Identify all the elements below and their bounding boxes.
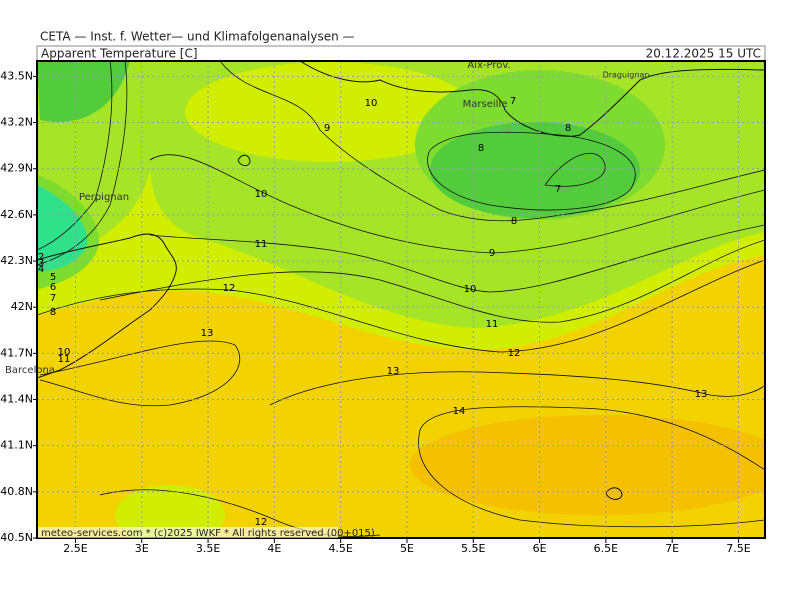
lat-tick-label: 40.8N: [0, 485, 33, 498]
lon-tick-label: 6E: [533, 542, 547, 555]
lon-tick-label: 2.5E: [63, 542, 87, 555]
contour-label: 6: [50, 282, 56, 293]
labels: 2.5E 3E 3.5E 4E 4.5E 5E 5.5E 6E 6.5E 7E 7.5E 43.5N 4…: [0, 60, 750, 555]
contour-label: 10: [464, 284, 477, 295]
lat-tick-label: 42.9N: [0, 162, 33, 175]
contour-label: 10: [255, 189, 268, 200]
contour-label: 11: [255, 239, 268, 250]
map-frame: [36, 60, 766, 539]
contour-label: 14: [453, 406, 466, 417]
lat-tick-label: 40.5N: [0, 531, 33, 544]
lat-tick-label: 42N: [11, 300, 33, 313]
lon-tick-label: 4E: [267, 542, 281, 555]
header: CETA — Inst. f. Wetter— und Klimafolgena…: [40, 30, 355, 44]
contour-label: 7: [50, 293, 56, 304]
lon-tick-label: 5.5E: [461, 542, 485, 555]
contour-label: 12: [508, 348, 521, 359]
lat-tick-label: 41.1N: [0, 439, 33, 452]
contour-label: 12: [223, 283, 236, 294]
lon-tick-label: 3.5E: [196, 542, 220, 555]
panel-title: Apparent Temperature [C]: [41, 47, 198, 61]
contour-label: 5: [50, 272, 56, 283]
field-warm: [410, 415, 765, 515]
lat-tick-label: 42.3N: [0, 254, 33, 267]
field-deep-left: [37, 61, 130, 122]
contour-label: 8: [565, 123, 571, 134]
contour-label: 7: [510, 96, 516, 107]
lat-tick-label: 43.5N: [0, 69, 33, 82]
contour-label: 11: [486, 319, 499, 330]
lon-tick-label: 4.5E: [328, 542, 352, 555]
lon-tick-label: 7.5E: [726, 542, 750, 555]
lat-tick-label: 43.2N: [0, 116, 33, 129]
lon-tick-label: 6.5E: [594, 542, 618, 555]
contour-label: 10: [365, 98, 378, 109]
field-deep: [430, 122, 640, 218]
field-band-top: [185, 62, 475, 162]
lon-tick-label: 3E: [135, 542, 149, 555]
valid-time: 20.12.2025 15 UTC: [646, 47, 761, 61]
lon-tick-label: 5E: [400, 542, 414, 555]
contour-label: 13: [201, 328, 214, 339]
contour-label: 8: [511, 216, 517, 227]
place-label: Perpignan: [79, 192, 129, 203]
contour-label: 4: [38, 264, 44, 275]
lat-tick-label: 41.4N: [0, 393, 33, 406]
footer: meteo-services.com * (c)2025 IWKF * All …: [41, 528, 375, 539]
place-label: Draguignan: [603, 71, 650, 80]
coastline: [37, 61, 765, 500]
contour-label: 13: [387, 366, 400, 377]
contour-label: 7: [555, 184, 561, 195]
lat-tick-label: 42.6N: [0, 208, 33, 221]
contour-label: 9: [489, 248, 495, 259]
contour-label: 8: [478, 143, 484, 154]
contour-label: 2: [38, 252, 44, 263]
contour-label: 8: [50, 307, 56, 318]
place-label: Barcelona: [5, 365, 55, 376]
contour-label: 10: [58, 347, 71, 358]
lon-tick-label: 7E: [665, 542, 679, 555]
contours: [37, 61, 765, 537]
contour-label: 11: [58, 354, 71, 365]
contour-label: 9: [324, 123, 330, 134]
place-label: Marseille: [463, 99, 508, 110]
lat-tick-label: 41.7N: [0, 346, 33, 359]
place-label: Aix-Prov.: [467, 60, 510, 71]
contour-label: 13: [695, 389, 708, 400]
contour-label: 12: [255, 517, 268, 528]
field: [37, 61, 765, 538]
contour-label: 3: [38, 258, 44, 269]
field-patch: [115, 485, 225, 538]
footer-bg: [38, 527, 338, 538]
